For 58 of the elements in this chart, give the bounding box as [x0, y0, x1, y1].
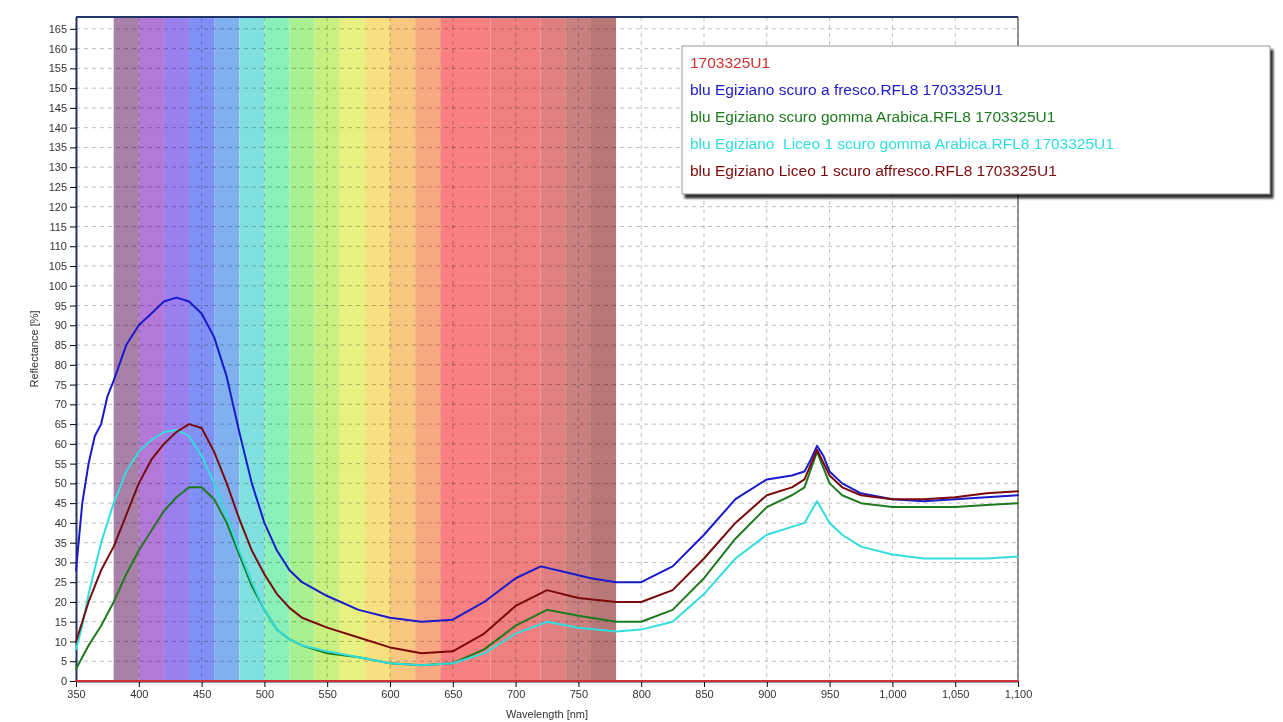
y-tick-label: 90	[54, 319, 67, 332]
y-tick-label: 160	[48, 42, 67, 55]
y-tick-label: 5	[60, 655, 67, 668]
y-tick-label: 70	[54, 398, 67, 411]
y-tick-label: 85	[54, 339, 67, 352]
y-tick-label: 95	[54, 299, 67, 312]
y-tick-label: 125	[48, 180, 67, 193]
y-tick-label: 130	[48, 161, 67, 174]
y-tick-label: 75	[54, 378, 67, 391]
y-tick-label: 80	[54, 358, 67, 371]
x-tick-label: 700	[506, 687, 526, 700]
y-tick-label: 40	[54, 516, 67, 529]
x-tick-label: 800	[632, 687, 651, 700]
x-axis-title: Wavelength [nm]	[505, 708, 589, 720]
y-tick-label: 145	[48, 101, 67, 114]
x-tick-label: 850	[695, 687, 714, 700]
y-axis-title: Reflectance [%]	[28, 310, 40, 388]
x-tick-label: 550	[318, 687, 337, 700]
x-tick-label: 650	[444, 687, 463, 700]
x-tick-label: 600	[381, 687, 400, 700]
x-tick-label: 450	[192, 687, 212, 700]
text: 1703325U1	[690, 54, 771, 71]
x-tick-label: 1,000	[879, 687, 907, 700]
y-tick-label: 65	[54, 418, 67, 431]
y-tick-label: 35	[54, 536, 67, 549]
y-tick-label: 120	[48, 200, 67, 213]
y-tick-label: 55	[54, 457, 67, 470]
y-tick-label: 60	[54, 437, 67, 450]
y-tick-label: 150	[48, 82, 67, 95]
y-tick-label: 110	[49, 240, 67, 253]
y-tick-label: 0	[60, 675, 67, 688]
x-tick-label: 1,050	[941, 687, 970, 700]
y-tick-label: 15	[54, 615, 67, 628]
y-tick-label: 165	[48, 22, 67, 35]
y-tick-label: 100	[48, 279, 67, 292]
text: blu Egiziano Liceo 1 scuro affresco.RFL8 1703325U1	[690, 162, 1057, 179]
x-tick-label: 950	[820, 687, 840, 700]
line-series	[75, 296, 1019, 623]
y-tick-label: 50	[54, 477, 67, 490]
y-tick-label: 115	[49, 220, 67, 233]
x-tick-label: 750	[569, 687, 589, 700]
y-tick-label: 155	[48, 62, 67, 75]
y-tick-label: 105	[48, 260, 67, 273]
y-tick-label: 20	[54, 595, 67, 608]
x-tick-label: 350	[67, 687, 86, 700]
y-tick-label: 30	[54, 556, 67, 569]
text: blu Egiziano Liceo 1 scuro gomma Arabica.RFL8 1703325U1	[690, 135, 1114, 152]
x-tick-label: 500	[255, 687, 275, 700]
y-tick-label: 135	[48, 141, 67, 154]
text: blu Egiziano scuro gomma Arabica.RFL8 1703325U1	[690, 108, 1056, 125]
x-tick-label: 900	[758, 687, 777, 700]
text: blu Egiziano scuro a fresco.RFL8 1703325U1	[690, 81, 1003, 98]
y-tick-label: 140	[48, 121, 67, 134]
y-tick-label: 25	[54, 576, 67, 589]
x-tick-label: 400	[130, 687, 149, 700]
x-tick-label: 1,100	[1004, 687, 1033, 700]
y-tick-label: 45	[54, 497, 67, 510]
y-tick-label: 10	[54, 635, 67, 648]
